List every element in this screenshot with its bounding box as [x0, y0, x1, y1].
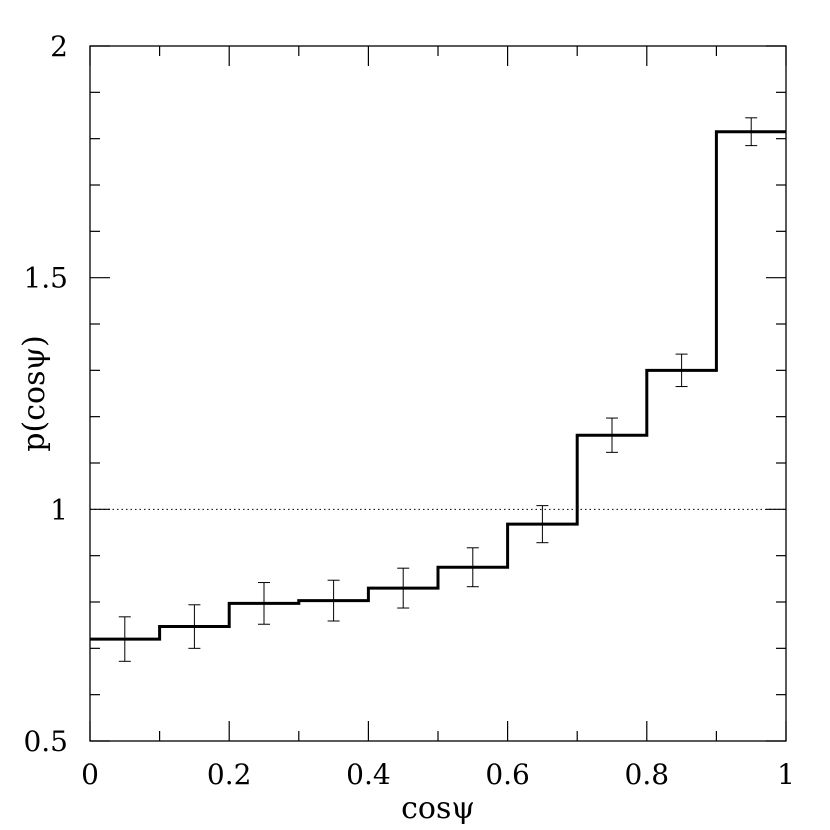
major-ticks — [89, 45, 787, 742]
minor-ticks — [90, 46, 786, 741]
x-tick-label: 0.8 — [625, 758, 670, 791]
y-tick-label: 1 — [50, 493, 68, 526]
x-tick-label: 1 — [777, 758, 795, 791]
y-tick-label: 2 — [50, 30, 68, 63]
x-tick-label: 0 — [81, 758, 99, 791]
x-tick-labels: 0 0.2 0.4 0.6 0.8 1 — [81, 758, 795, 791]
histogram-step-line — [90, 130, 786, 641]
y-tick-label: 0.5 — [23, 725, 68, 758]
y-tick-label: 1.5 — [23, 262, 68, 295]
x-tick-label: 0.4 — [346, 758, 391, 791]
x-axis-label: cosψ — [401, 791, 475, 826]
y-axis-label: p(cosψ) — [17, 335, 52, 451]
y-tick-labels: 0.5 1 1.5 2 — [23, 30, 68, 758]
x-tick-label: 0.2 — [207, 758, 252, 791]
x-tick-label: 0.6 — [485, 758, 530, 791]
